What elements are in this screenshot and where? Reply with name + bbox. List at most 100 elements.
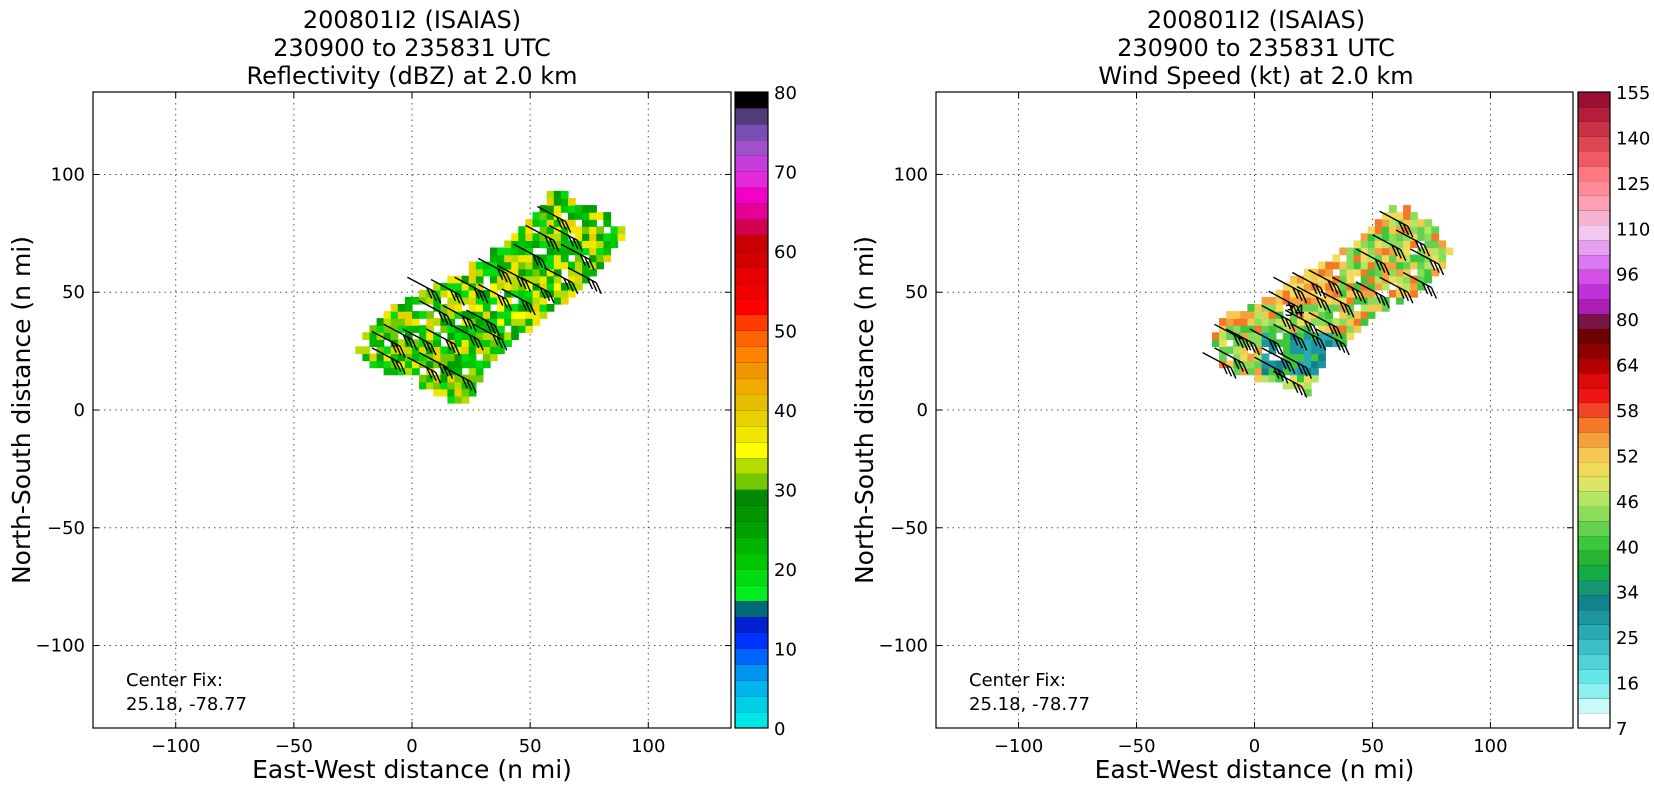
echo-pixel (475, 304, 484, 312)
colorbar-swatch (1578, 165, 1610, 182)
echo-pixel (1254, 304, 1263, 312)
echo-pixel (1431, 233, 1440, 241)
colorbar-swatch (1578, 565, 1610, 581)
echo-pixel (1353, 261, 1362, 270)
echo-pixel (1304, 311, 1312, 319)
colorbar-tick-label: 96 (1616, 265, 1639, 286)
colorbar-swatch (735, 282, 768, 299)
echo-pixel (412, 296, 420, 305)
echo-pixel (1403, 289, 1411, 298)
echo-pixel (518, 318, 526, 326)
echo-pixel (497, 275, 505, 284)
echo-pixel (419, 339, 427, 347)
echo-pixel (454, 339, 463, 347)
echo-pixel (1325, 311, 1333, 319)
echo-pixel (1367, 268, 1376, 277)
echo-pixel (610, 226, 619, 234)
echo-pixel (575, 275, 583, 284)
echo-pixel (1367, 282, 1376, 291)
echo-pixel (1297, 346, 1305, 355)
echo-pixel (518, 311, 526, 319)
echo-pixel (490, 353, 498, 362)
echo-pixel (490, 311, 498, 319)
echo-pixel (433, 360, 441, 369)
echo-pixel (1360, 289, 1369, 298)
echo-pixel (1381, 226, 1390, 234)
echo-pixel (532, 289, 541, 298)
echo-pixel (1275, 360, 1284, 369)
echo-pixel (1240, 332, 1248, 340)
echo-pixel (589, 240, 597, 249)
echo-pixel (1339, 268, 1348, 277)
echo-pixel (468, 318, 477, 326)
echo-pixel (412, 367, 420, 376)
echo-pixel (1396, 240, 1404, 249)
echo-pixel (1247, 360, 1256, 369)
colorbar-swatch (1578, 106, 1610, 122)
colorbar-swatch (1578, 121, 1610, 137)
echo-pixel (1438, 254, 1447, 263)
echo-pixel (412, 353, 420, 362)
wind-barb (418, 351, 454, 379)
echo-pixel (490, 318, 498, 326)
echo-pixel (419, 346, 427, 355)
echo-pixel (1289, 346, 1298, 355)
colorbar-tick-label: 110 (1616, 219, 1650, 240)
echo-pixel (1438, 247, 1447, 256)
echo-pixel (369, 339, 378, 347)
echo-pixel (560, 261, 569, 270)
wind-barb (537, 205, 572, 233)
wind-barb (1355, 248, 1390, 276)
echo-pixel (383, 311, 392, 319)
echo-pixel (497, 311, 505, 319)
echo-pixel (1353, 311, 1362, 319)
echo-pixel (532, 254, 541, 263)
echo-pixel (447, 346, 456, 355)
colorbar-swatch (1578, 639, 1610, 655)
colorbar-swatch (735, 569, 768, 586)
echo-pixel (1325, 318, 1333, 326)
chart-title-line: 230900 to 235831 UTC (273, 34, 551, 62)
colorbar-tick-label: 58 (1616, 401, 1639, 422)
echo-pixel (1353, 318, 1362, 326)
echo-pixel (1325, 304, 1333, 312)
echo-pixel (546, 282, 555, 291)
echo-pixel (1360, 318, 1369, 326)
echo-pixel (525, 318, 534, 326)
echo-pixel (1318, 282, 1326, 291)
echo-pixel (475, 296, 484, 305)
wind-barb (544, 267, 579, 295)
wind-barb (1308, 269, 1343, 297)
echo-pixel (1389, 233, 1397, 241)
echo-pixel (518, 268, 526, 277)
colorbar-swatch (1578, 313, 1610, 329)
echo-pixel (539, 226, 548, 234)
echo-pixel (1219, 332, 1227, 340)
echo-pixel (1438, 261, 1447, 270)
colorbar-swatch (735, 107, 768, 125)
echo-pixel (525, 233, 534, 241)
echo-pixel (518, 247, 526, 256)
echo-pixel (404, 296, 413, 305)
echo-pixel (1353, 240, 1362, 249)
wind-barb (1261, 347, 1296, 375)
x-axis-label: East-West distance (n mi) (252, 755, 572, 784)
echo-pixel (504, 339, 512, 347)
echo-pixel (1304, 374, 1312, 383)
colorbar-swatch (735, 680, 768, 697)
colorbar-tick-label: 34 (1616, 583, 1639, 604)
echo-pixel (1346, 318, 1355, 326)
echo-pixel (426, 374, 434, 383)
echo-pixel (497, 268, 505, 277)
echo-pixel (1346, 254, 1355, 263)
echo-pixel (433, 339, 441, 347)
echo-pixel (1261, 339, 1270, 347)
echo-pixel (518, 325, 526, 333)
echo-pixel (1275, 339, 1284, 347)
echo-pixel (1396, 254, 1404, 263)
echo-pixel (1254, 353, 1263, 362)
echo-pixel (560, 240, 569, 249)
echo-pixel (475, 367, 484, 376)
echo-pixel (440, 374, 449, 383)
echo-pixel (546, 304, 555, 312)
